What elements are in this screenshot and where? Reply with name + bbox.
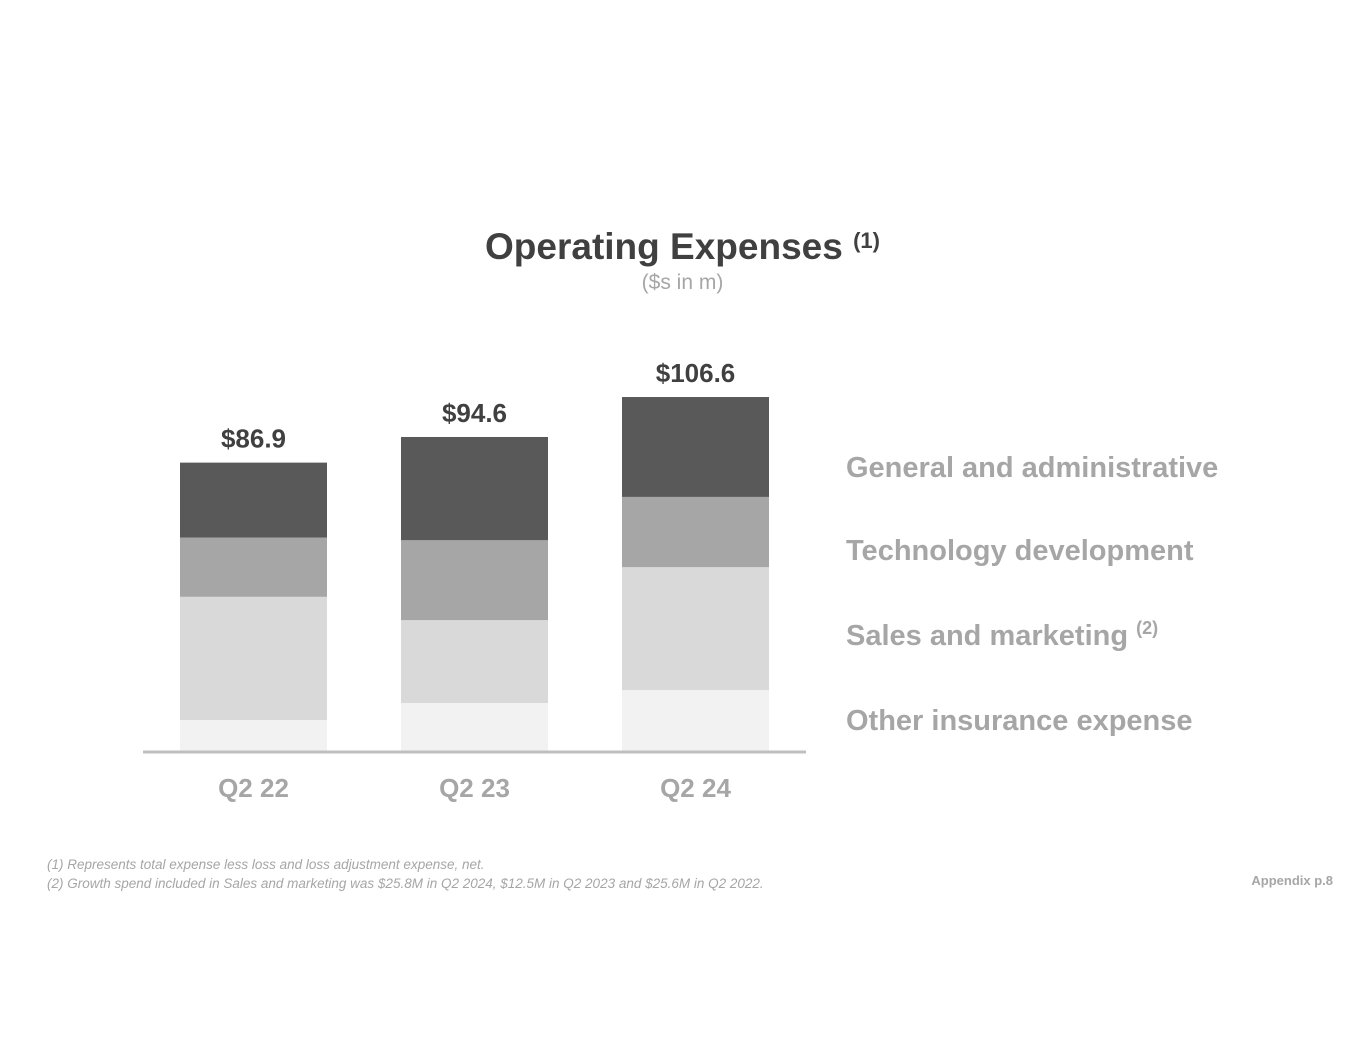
total-label: $94.6	[442, 398, 507, 428]
total-label: $86.9	[221, 424, 286, 454]
bar-segment-sales-and-marketing	[180, 596, 327, 721]
bar-segment-general-and-administrative	[401, 436, 548, 541]
legend-other-insurance: Other insurance expense	[846, 705, 1193, 737]
chart-title-text: Operating Expenses	[485, 226, 843, 267]
legend-technology-development: Technology development	[846, 535, 1194, 567]
bar-segment-technology-development	[401, 540, 548, 621]
bar-segment-general-and-administrative	[622, 397, 769, 497]
bar-segment-sales-and-marketing	[622, 567, 769, 691]
bar-segment-general-and-administrative	[180, 462, 327, 538]
bar-segment-other-insurance-expense	[401, 703, 548, 752]
legend-footnote: (2)	[1136, 618, 1159, 638]
legend-general-admin: General and administrative	[846, 452, 1219, 484]
legend-sales-marketing: Sales and marketing (2)	[846, 618, 1159, 653]
title-footnote: (1)	[853, 228, 880, 253]
chart-subtitle: ($s in m)	[641, 271, 724, 294]
chart-title: Operating Expenses (1)	[0, 226, 1365, 268]
bar-segment-technology-development	[622, 496, 769, 568]
x-tick-label: Q2 24	[660, 773, 731, 803]
bar-segment-other-insurance-expense	[180, 720, 327, 752]
bar-segment-other-insurance-expense	[622, 690, 769, 752]
x-tick-label: Q2 23	[439, 773, 510, 803]
x-tick-label: Q2 22	[218, 773, 289, 803]
total-label: $106.6	[656, 358, 736, 388]
footnote-1: (1) Represents total expense less loss a…	[47, 857, 485, 872]
page-label: Appendix p.8	[1251, 873, 1333, 888]
footnote-2: (2) Growth spend included in Sales and m…	[47, 876, 764, 891]
bar-segment-technology-development	[180, 537, 327, 597]
legend-sales-marketing-text: Sales and marketing	[846, 620, 1129, 652]
bar-segment-sales-and-marketing	[401, 620, 548, 704]
